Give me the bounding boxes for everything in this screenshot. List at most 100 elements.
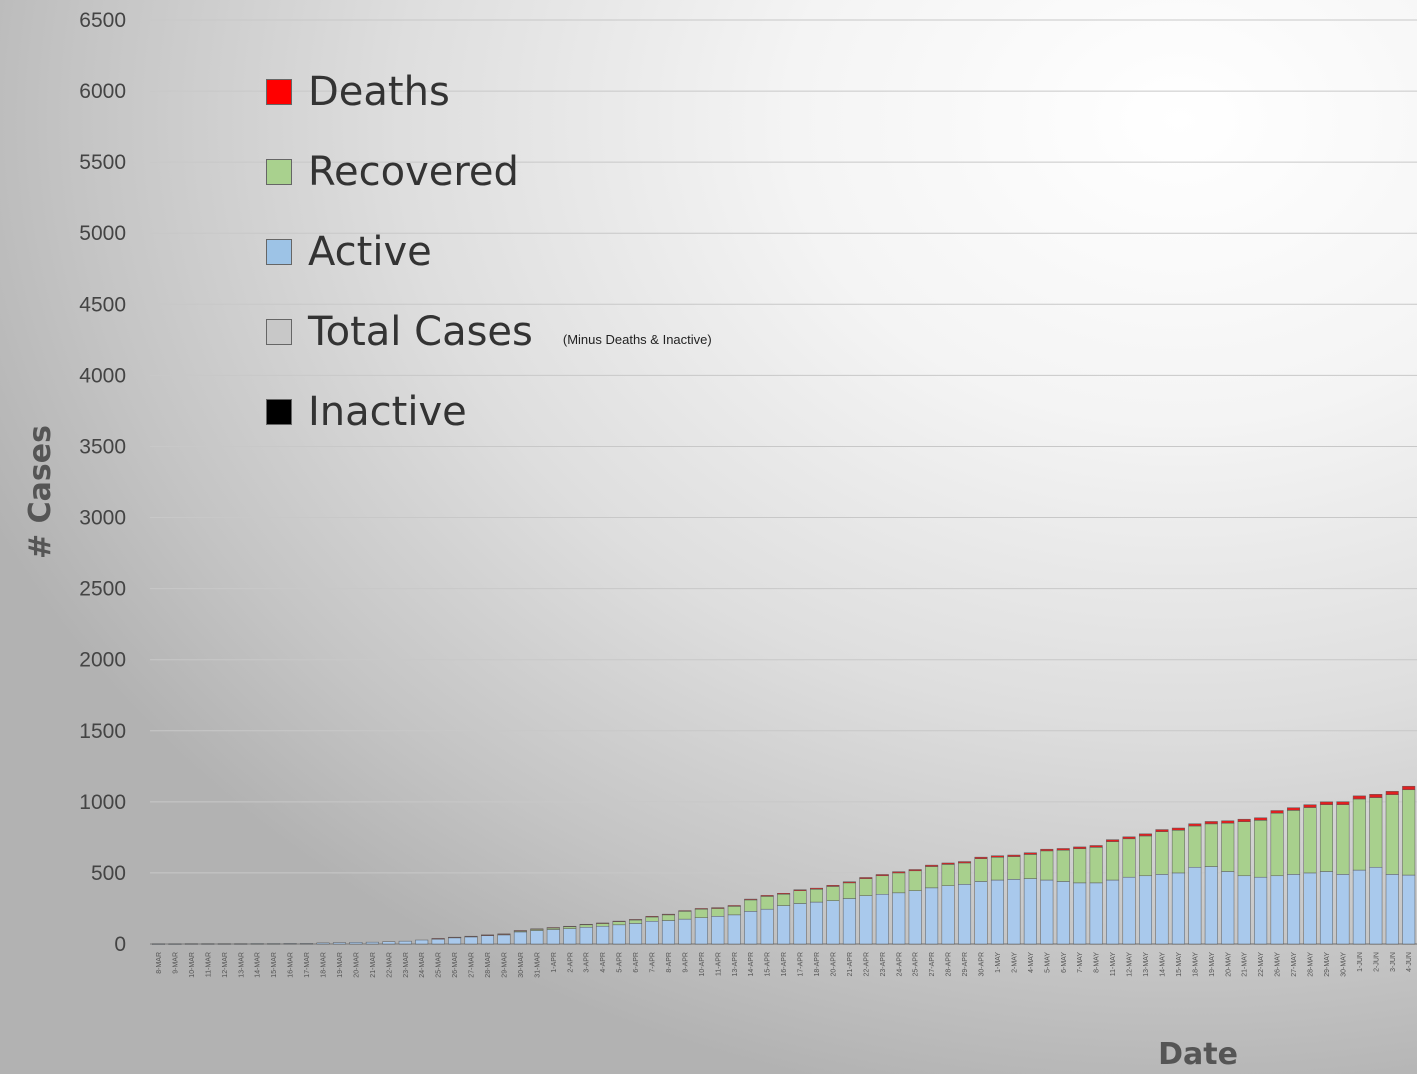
x-tick-label: 1-MAY (995, 952, 1002, 973)
x-tick-label: 9-MAR (172, 952, 179, 974)
legend-swatch-inactive (266, 399, 292, 425)
bar-active (760, 908, 774, 945)
x-tick-label: 6-MAY (1061, 952, 1068, 973)
bar-deaths (1352, 795, 1366, 800)
bar-recovered (1352, 798, 1366, 871)
bar-active (777, 905, 791, 945)
bar-recovered (925, 866, 939, 889)
bar-active (1089, 882, 1103, 945)
bar-active (941, 885, 955, 945)
x-tick-label: 31-MAR (534, 952, 541, 978)
x-tick-label: 17-APR (798, 952, 805, 977)
bar-deaths (694, 908, 708, 910)
bar-active (892, 892, 906, 945)
bar-active (497, 934, 511, 945)
x-tick-label: 8-APR (666, 952, 673, 973)
bars (152, 785, 1416, 945)
bar-active (184, 943, 198, 945)
x-tick-label: 15-APR (765, 952, 772, 977)
bar-recovered (612, 921, 626, 926)
x-tick-label: 19-MAY (1209, 952, 1216, 977)
bar-deaths (1089, 845, 1103, 848)
legend-swatch-deaths (266, 79, 292, 105)
bar-recovered (958, 862, 972, 885)
x-tick-label: 30-APR (979, 952, 986, 977)
bar-active (842, 898, 856, 945)
bar-active (974, 881, 988, 945)
bar-deaths (678, 910, 692, 912)
bar-active (316, 942, 330, 945)
bar-recovered (793, 890, 807, 904)
bar-deaths (1023, 852, 1037, 855)
x-tick-label: 21-MAY (1242, 952, 1249, 977)
bar-deaths (990, 855, 1004, 858)
x-tick-label: 22-MAY (1258, 952, 1265, 977)
x-tick-label: 27-MAR (469, 952, 476, 978)
x-tick-label: 20-MAY (1225, 952, 1232, 977)
x-tick-label: 15-MAR (271, 952, 278, 978)
bar-recovered (727, 906, 741, 916)
gridlines (150, 19, 1417, 945)
x-tick-label: 19-MAR (337, 952, 344, 978)
bar-recovered (1402, 789, 1416, 876)
bar-deaths (760, 895, 774, 897)
x-tick-label: 22-MAR (386, 952, 393, 978)
bar-active (859, 895, 873, 945)
bar-active (958, 884, 972, 945)
bar-deaths (1204, 821, 1218, 825)
bar-deaths (563, 925, 577, 928)
bar-deaths (1073, 846, 1087, 850)
bar-active (1270, 875, 1284, 945)
x-tick-label: 24-APR (896, 952, 903, 977)
bar-active (415, 939, 429, 945)
x-tick-label: 8-MAR (156, 952, 163, 974)
x-tick-label: 27-MAY (1291, 952, 1298, 977)
x-tick-label: 12-MAY (1127, 952, 1134, 977)
x-tick-label: 24-MAR (419, 952, 426, 978)
bar-recovered (810, 889, 823, 903)
bar-active (1139, 875, 1152, 945)
bar-active (1023, 878, 1037, 945)
x-tick-label: 14-MAY (1159, 952, 1166, 977)
bar-deaths (546, 927, 560, 929)
bar-recovered (1237, 821, 1251, 877)
bar-active (727, 914, 741, 945)
bar-deaths (530, 928, 544, 930)
bar-recovered (1204, 823, 1218, 867)
bar-deaths (810, 887, 823, 890)
bar-active (349, 942, 363, 945)
bar-recovered (941, 864, 955, 886)
x-tick-label: 4-JUN (1406, 952, 1413, 972)
x-tick-label: 25-APR (913, 952, 920, 977)
x-tick-label: 10-APR (699, 952, 706, 977)
bar-deaths (1287, 807, 1301, 811)
bar-deaths (711, 907, 725, 909)
bar-deaths (596, 922, 610, 924)
bar-deaths (629, 919, 643, 921)
bar-recovered (1023, 854, 1037, 879)
bar-deaths (1056, 848, 1070, 851)
bar-active (563, 928, 577, 945)
x-tick-label: 23-APR (880, 952, 887, 977)
legend-label: Inactive (308, 389, 467, 435)
bar-deaths (941, 862, 955, 865)
bar-deaths (612, 920, 626, 922)
y-tick-label: 6000 (79, 80, 126, 103)
legend-item-active: Active (266, 212, 712, 292)
x-tick-label: 14-APR (748, 952, 755, 977)
x-tick-label: 4-APR (600, 952, 607, 973)
x-tick-label: 27-APR (929, 952, 936, 977)
bar-recovered (1221, 822, 1235, 872)
bar-recovered (1007, 856, 1021, 880)
bar-deaths (448, 936, 462, 939)
bar-active (382, 941, 396, 945)
y-tick-label: 6500 (79, 9, 126, 32)
x-tick-label: 25-MAR (436, 952, 443, 978)
x-tick-label: 28-MAR (485, 952, 492, 978)
bar-recovered (1303, 807, 1317, 874)
bar-recovered (678, 911, 692, 920)
legend-swatch-total-cases (266, 319, 292, 345)
bar-active (1204, 866, 1218, 945)
bar-recovered (1270, 812, 1284, 877)
